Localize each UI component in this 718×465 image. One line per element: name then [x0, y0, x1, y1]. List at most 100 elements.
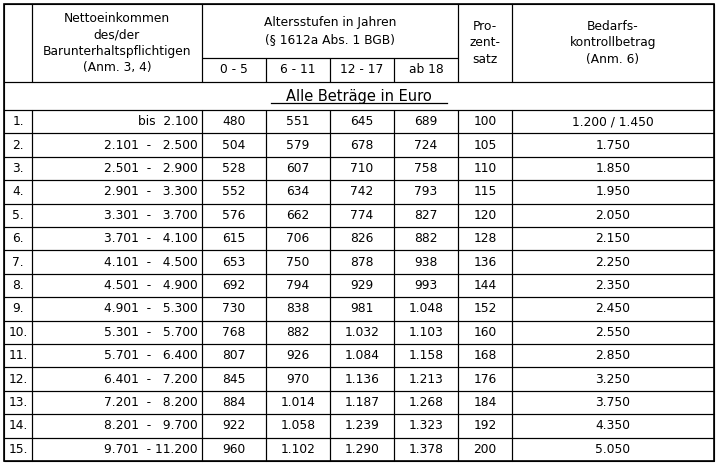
Bar — [458, 180, 512, 204]
Text: 878: 878 — [350, 256, 374, 269]
Text: 576: 576 — [223, 209, 246, 222]
Text: 3.301  -   3.700: 3.301 - 3.700 — [104, 209, 198, 222]
Bar — [32, 320, 202, 344]
Bar — [394, 367, 458, 391]
Bar — [512, 344, 714, 367]
Bar — [458, 157, 512, 180]
Text: 1.323: 1.323 — [409, 419, 444, 432]
Bar — [330, 367, 394, 391]
Bar — [394, 110, 458, 133]
Text: 6.: 6. — [12, 232, 24, 245]
Text: 6 - 11: 6 - 11 — [280, 64, 316, 77]
Bar — [458, 367, 512, 391]
Text: 5.: 5. — [12, 209, 24, 222]
Text: 176: 176 — [473, 372, 497, 385]
Bar — [512, 180, 714, 204]
Text: 200: 200 — [473, 443, 497, 456]
Bar — [4, 250, 32, 274]
Text: Pro-
zent-
satz: Pro- zent- satz — [470, 20, 500, 66]
Bar — [32, 297, 202, 320]
Bar — [4, 110, 32, 133]
Text: 144: 144 — [473, 279, 497, 292]
Bar — [202, 320, 266, 344]
Text: 938: 938 — [414, 256, 438, 269]
Bar — [4, 274, 32, 297]
Text: Altersstufen in Jahren
(§ 1612a Abs. 1 BGB): Altersstufen in Jahren (§ 1612a Abs. 1 B… — [264, 16, 396, 46]
Text: 551: 551 — [286, 115, 309, 128]
Bar — [330, 204, 394, 227]
Text: bis  2.100: bis 2.100 — [138, 115, 198, 128]
Text: 2.450: 2.450 — [595, 302, 630, 315]
Bar — [330, 250, 394, 274]
Text: 160: 160 — [473, 326, 497, 339]
Bar — [32, 344, 202, 367]
Bar — [458, 110, 512, 133]
Bar — [512, 250, 714, 274]
Text: 758: 758 — [414, 162, 438, 175]
Text: 2.: 2. — [12, 139, 24, 152]
Bar — [32, 391, 202, 414]
Text: 10.: 10. — [9, 326, 28, 339]
Bar — [458, 297, 512, 320]
Text: 2.150: 2.150 — [595, 232, 630, 245]
Bar — [458, 274, 512, 297]
Text: 838: 838 — [286, 302, 309, 315]
Bar — [4, 180, 32, 204]
Text: 4.901  -   5.300: 4.901 - 5.300 — [104, 302, 198, 315]
Bar — [458, 133, 512, 157]
Text: 3.750: 3.750 — [595, 396, 630, 409]
Bar — [202, 157, 266, 180]
Text: 1.200 / 1.450: 1.200 / 1.450 — [572, 115, 654, 128]
Bar — [394, 297, 458, 320]
Bar — [32, 204, 202, 227]
Text: 2.101  -   2.500: 2.101 - 2.500 — [104, 139, 198, 152]
Bar — [4, 227, 32, 250]
Bar — [32, 274, 202, 297]
Bar — [266, 414, 330, 438]
Bar — [512, 320, 714, 344]
Bar — [202, 133, 266, 157]
Bar — [512, 367, 714, 391]
Text: 1.290: 1.290 — [345, 443, 379, 456]
Bar — [266, 344, 330, 367]
Bar — [202, 344, 266, 367]
Text: 1.058: 1.058 — [281, 419, 316, 432]
Bar — [266, 180, 330, 204]
Bar — [4, 391, 32, 414]
Bar — [394, 250, 458, 274]
Bar — [512, 414, 714, 438]
Bar — [202, 227, 266, 250]
Bar — [202, 204, 266, 227]
Bar — [202, 274, 266, 297]
Bar — [266, 133, 330, 157]
Text: 882: 882 — [286, 326, 309, 339]
Text: 1.950: 1.950 — [595, 186, 630, 199]
Text: 192: 192 — [473, 419, 497, 432]
Bar — [32, 414, 202, 438]
Text: 689: 689 — [414, 115, 438, 128]
Bar — [330, 133, 394, 157]
Text: 724: 724 — [414, 139, 438, 152]
Text: 5.050: 5.050 — [595, 443, 630, 456]
Text: 12 - 17: 12 - 17 — [340, 64, 383, 77]
Text: 4.: 4. — [12, 186, 24, 199]
Text: 1.136: 1.136 — [345, 372, 379, 385]
Bar — [330, 320, 394, 344]
Text: 9.701  - 11.200: 9.701 - 11.200 — [104, 443, 198, 456]
Text: 12.: 12. — [9, 372, 28, 385]
Bar — [330, 227, 394, 250]
Text: 4.101  -   4.500: 4.101 - 4.500 — [104, 256, 198, 269]
Bar — [330, 157, 394, 180]
Bar — [4, 204, 32, 227]
Bar — [512, 227, 714, 250]
Text: 2.050: 2.050 — [595, 209, 630, 222]
Bar — [4, 4, 32, 82]
Text: 750: 750 — [286, 256, 309, 269]
Bar — [458, 344, 512, 367]
Bar — [330, 297, 394, 320]
Text: Nettoeinkommen
des/der
Barunterhaltspflichtigen
(Anm. 3, 4): Nettoeinkommen des/der Barunterhaltspfli… — [43, 12, 191, 74]
Text: 105: 105 — [473, 139, 497, 152]
Text: 774: 774 — [350, 209, 373, 222]
Bar — [202, 297, 266, 320]
Text: 2.901  -   3.300: 2.901 - 3.300 — [104, 186, 198, 199]
